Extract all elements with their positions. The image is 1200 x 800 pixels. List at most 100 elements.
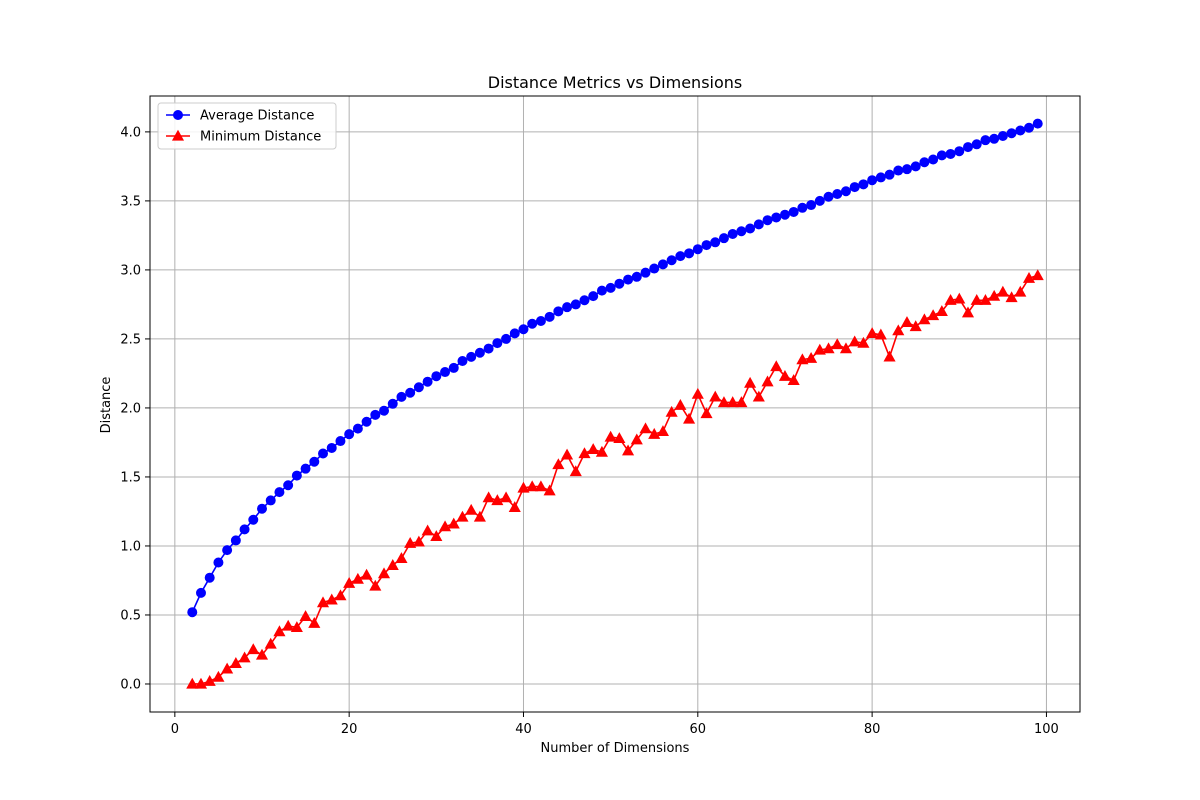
data-point <box>343 576 356 588</box>
data-point <box>534 480 547 492</box>
legend-label: Minimum Distance <box>200 130 321 145</box>
data-point <box>901 164 912 175</box>
x-tick-label: 100 <box>1034 722 1059 737</box>
data-point <box>318 448 329 459</box>
data-point <box>379 405 390 416</box>
data-point <box>831 338 844 350</box>
data-point <box>465 503 478 515</box>
data-point <box>438 520 452 532</box>
data-point <box>709 390 722 402</box>
data-point <box>466 351 477 362</box>
data-point <box>334 589 347 601</box>
data-point <box>290 621 303 633</box>
data-point <box>675 251 686 262</box>
data-point <box>543 484 556 496</box>
data-point <box>806 200 817 211</box>
data-point <box>1006 128 1017 139</box>
data-point <box>273 625 286 637</box>
data-point <box>1014 285 1027 297</box>
x-axis-title: Number of Dimensions <box>541 741 690 756</box>
data-point <box>194 677 208 689</box>
data-point <box>997 131 1008 142</box>
data-point <box>745 223 756 234</box>
data-point <box>788 206 799 217</box>
data-point <box>900 316 914 328</box>
data-point <box>352 423 363 434</box>
data-point <box>858 179 869 190</box>
data-point <box>274 487 285 498</box>
data-point <box>936 150 947 161</box>
legend-box <box>157 102 337 150</box>
data-point <box>1015 125 1026 136</box>
data-point <box>553 306 564 317</box>
data-point <box>335 436 346 447</box>
data-point <box>700 407 713 419</box>
data-point <box>778 369 792 381</box>
data-point <box>684 248 695 259</box>
data-point <box>701 240 712 251</box>
data-point <box>944 294 957 305</box>
data-point <box>953 292 966 304</box>
data-point <box>954 146 965 157</box>
y-tick-label: 0.0 <box>120 677 141 692</box>
data-point <box>996 285 1009 297</box>
data-point <box>369 579 382 591</box>
y-tick-label: 1.5 <box>120 470 141 485</box>
y-tick-label: 3.5 <box>120 194 141 209</box>
y-tick-label: 2.5 <box>120 332 141 347</box>
data-point <box>691 387 704 399</box>
data-point <box>405 387 416 398</box>
data-point <box>421 524 434 536</box>
y-tick-label: 0.5 <box>120 608 141 623</box>
x-tick-label: 40 <box>515 722 532 737</box>
plot-frame <box>149 95 1081 713</box>
data-point <box>928 154 939 165</box>
y-axis-title: Distance <box>99 377 114 434</box>
data-point <box>569 465 582 477</box>
data-point <box>186 677 199 689</box>
data-point <box>212 670 225 682</box>
data-point <box>431 371 442 382</box>
data-point <box>910 161 921 172</box>
data-point <box>517 481 530 493</box>
data-point <box>422 376 433 387</box>
data-point <box>491 494 504 506</box>
data-point <box>961 306 975 318</box>
data-point <box>752 390 765 402</box>
data-point <box>230 535 241 546</box>
data-point <box>291 470 302 481</box>
series-minimum-distance <box>186 269 1044 689</box>
data-point <box>440 367 451 378</box>
data-point <box>561 448 574 460</box>
data-point <box>448 362 459 373</box>
data-point <box>771 212 782 223</box>
data-point <box>213 557 224 568</box>
data-point <box>361 416 372 427</box>
data-point <box>229 657 242 668</box>
data-point <box>204 572 215 583</box>
data-point <box>248 514 259 525</box>
data-point <box>648 427 661 439</box>
data-point <box>535 315 546 326</box>
data-point <box>264 637 277 649</box>
data-point <box>927 309 940 321</box>
data-point <box>710 237 721 248</box>
data-point <box>970 294 983 305</box>
data-point <box>892 324 905 336</box>
data-point <box>649 263 660 274</box>
data-point <box>326 442 337 453</box>
data-point <box>717 396 731 408</box>
data-point <box>265 495 276 506</box>
data-point <box>918 313 931 325</box>
data-point <box>848 335 861 347</box>
series-layer <box>186 118 1044 689</box>
data-point <box>309 456 320 467</box>
data-point <box>797 202 808 213</box>
data-point <box>344 429 355 440</box>
data-point <box>814 195 825 206</box>
data-point <box>482 491 495 503</box>
data-point <box>195 587 206 598</box>
data-point <box>813 343 826 355</box>
data-point <box>614 278 625 289</box>
data-point <box>945 148 956 159</box>
